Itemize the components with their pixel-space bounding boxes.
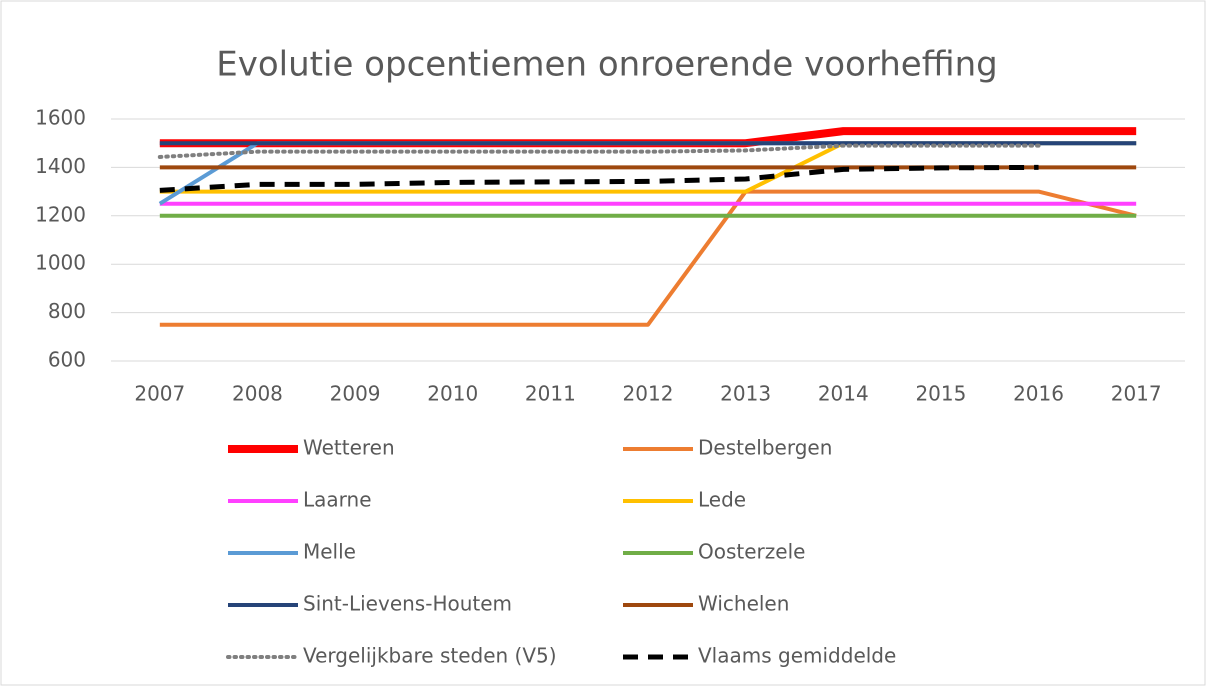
x-tick-label: 2015	[915, 382, 966, 406]
legend-label: Lede	[698, 488, 746, 512]
legend-label: Vlaams gemiddelde	[698, 644, 896, 668]
y-tick-label: 1400	[35, 154, 86, 178]
x-tick-label: 2014	[818, 382, 869, 406]
y-tick-label: 800	[48, 299, 86, 323]
legend-label: Destelbergen	[698, 436, 832, 460]
y-tick-label: 600	[48, 348, 86, 372]
legend-label: Laarne	[303, 488, 372, 512]
legend-label: Wetteren	[303, 436, 395, 460]
y-tick-label: 1000	[35, 251, 86, 275]
legend-label: Sint-Lievens-Houtem	[303, 592, 512, 616]
x-tick-label: 2016	[1013, 382, 1064, 406]
chart-title: Evolutie opcentiemen onroerende voorheff…	[216, 45, 997, 85]
x-tick-label: 2012	[623, 382, 674, 406]
legend-label: Wichelen	[698, 592, 789, 616]
x-tick-label: 2008	[232, 382, 283, 406]
y-tick-label: 1200	[35, 202, 86, 226]
x-tick-label: 2009	[330, 382, 381, 406]
series-line	[159, 189, 1137, 327]
x-tick-label: 2007	[134, 382, 185, 406]
legend-label: Oosterzele	[698, 540, 805, 564]
x-tick-label: 2017	[1111, 382, 1162, 406]
x-tick-label: 2013	[720, 382, 771, 406]
series-line	[159, 164, 1039, 193]
series-line	[157, 143, 1041, 159]
x-tick-label: 2010	[427, 382, 478, 406]
legend-label: Vergelijkbare steden (V5)	[303, 644, 557, 668]
x-tick-label: 2011	[525, 382, 576, 406]
y-tick-label: 1600	[35, 106, 86, 130]
legend-label: Melle	[303, 540, 356, 564]
